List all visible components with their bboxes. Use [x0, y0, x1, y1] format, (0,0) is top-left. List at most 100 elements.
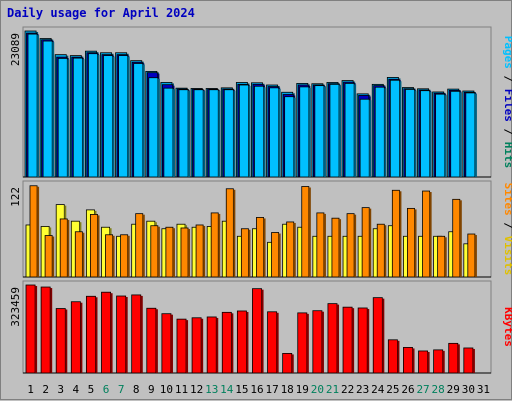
xtick-label-8: 8	[133, 383, 140, 396]
xtick-label-14: 14	[220, 383, 234, 396]
sites-bar-5-shade	[97, 215, 100, 277]
pages-bar-27	[420, 90, 431, 178]
kbytes-bar-21	[327, 303, 338, 374]
pages-bar-5	[87, 53, 98, 178]
xtick-label-9: 9	[148, 383, 155, 396]
sites-bar-3	[59, 218, 68, 278]
pages-bar-8	[133, 63, 144, 178]
sites-bar-24	[376, 223, 385, 278]
pages-bar-14	[223, 89, 234, 178]
sites-bar-25	[391, 189, 400, 278]
legend-label-pages: Pages	[502, 36, 512, 69]
sites-bar-4-shade	[82, 232, 85, 277]
pages-bar-16-shade	[263, 87, 266, 177]
kbytes-bar-6-shade	[110, 293, 113, 373]
kbytes-bar-14	[221, 311, 232, 374]
xtick-label-12: 12	[190, 383, 203, 396]
kbytes-bar-17	[267, 311, 278, 374]
xtick-label-31: 31	[477, 383, 490, 396]
pages-bar-9-shade	[157, 78, 160, 177]
sites-bar-11-shade	[188, 228, 191, 277]
pages-bar-6	[103, 55, 113, 178]
kbytes-bar-11	[176, 318, 187, 374]
xtick-label-26: 26	[401, 383, 414, 396]
xtick-label-25: 25	[386, 383, 399, 396]
kbytes-bar-18-shade	[291, 354, 294, 373]
pages-bar-26-shade	[414, 90, 417, 177]
pages-bar-17	[269, 87, 280, 178]
kbytes-bar-3-shade	[65, 309, 68, 373]
pages-bar-29-shade	[459, 92, 462, 177]
pages-bar-20-shade	[323, 86, 326, 177]
sites-bar-14	[225, 188, 234, 278]
kbytes-bar-20	[312, 310, 323, 374]
legend-separator: /	[502, 69, 512, 89]
pages-bar-26	[405, 89, 415, 178]
xtick-label-21: 21	[326, 383, 339, 396]
xtick-label-15: 15	[235, 383, 248, 396]
kbytes-bar-8-shade	[140, 295, 143, 373]
xtick-label-17: 17	[265, 383, 278, 396]
kbytes-bar-14-shade	[231, 313, 234, 373]
sites-bar-15	[240, 228, 249, 278]
pages-bar-27-shade	[429, 91, 432, 177]
pages-bar-12	[193, 89, 204, 178]
pages-bar-29	[450, 90, 461, 178]
kbytes-bar-9	[146, 307, 157, 374]
sites-bar-8-shade	[142, 214, 145, 277]
pages-bar-25-shade	[399, 81, 402, 177]
sites-bar-12-shade	[203, 225, 206, 277]
kbytes-bar-28	[433, 349, 444, 374]
sites-bar-21	[331, 217, 340, 278]
sites-bar-16	[256, 217, 264, 278]
pages-bar-10-shade	[172, 89, 175, 177]
pages-bar-20	[314, 85, 325, 178]
xtick-label-18: 18	[281, 383, 294, 396]
pages-bar-19-shade	[308, 87, 311, 177]
sites-bar-2-shade	[52, 236, 55, 277]
xtick-label-2: 2	[42, 383, 49, 396]
sites-bar-19	[301, 186, 310, 278]
sites-bar-19-shade	[308, 187, 311, 277]
sites-bar-9-shade	[157, 226, 160, 277]
legend-label-visits: Visits	[502, 236, 512, 276]
pages-bar-3-shade	[67, 59, 70, 178]
kbytes-bar-20-shade	[321, 311, 324, 373]
pages-bar-25	[389, 79, 400, 178]
pages-bar-4-shade	[82, 59, 85, 177]
xtick-label-20: 20	[311, 383, 324, 396]
xtick-label-16: 16	[250, 383, 263, 396]
kbytes-bar-7-shade	[125, 297, 128, 373]
kbytes-bar-10	[161, 313, 172, 374]
pages-bar-18-shade	[293, 97, 296, 177]
xtick-label-10: 10	[160, 383, 173, 396]
pages-bar-30-shade	[474, 93, 477, 177]
sites-bar-28	[437, 235, 446, 278]
pages-bar-21-shade	[339, 85, 342, 177]
kbytes-bar-15	[236, 310, 247, 374]
ytick-label-kbytes: 323459	[9, 287, 22, 327]
legend-label-sites: Sites	[502, 183, 512, 216]
kbytes-bar-4	[70, 301, 81, 374]
pages-bar-15-shade	[248, 85, 251, 177]
sites-bar-30	[467, 233, 476, 278]
pages-bar-17-shade	[278, 88, 281, 177]
sites-bar-26	[407, 207, 415, 278]
kbytes-bar-29-shade	[457, 344, 460, 373]
pages-bar-2-shade	[52, 42, 55, 177]
xtick-label-13: 13	[205, 383, 218, 396]
pages-bar-14-shade	[233, 90, 236, 177]
pages-bar-1	[27, 33, 38, 178]
kbytes-bar-5-shade	[95, 297, 98, 373]
legend-pages-files-hits: Pages / Files / Hits	[502, 36, 512, 169]
pages-bar-5-shade	[97, 54, 100, 177]
pages-bar-28-shade	[444, 95, 447, 177]
kbytes-bar-13-shade	[216, 317, 219, 373]
pages-bar-24	[374, 86, 385, 178]
pages-bar-11	[178, 89, 189, 178]
pages-bar-10	[163, 87, 174, 178]
sites-bar-30-shade	[474, 235, 477, 277]
pages-bar-13-shade	[218, 90, 221, 177]
kbytes-bar-9-shade	[155, 309, 158, 373]
